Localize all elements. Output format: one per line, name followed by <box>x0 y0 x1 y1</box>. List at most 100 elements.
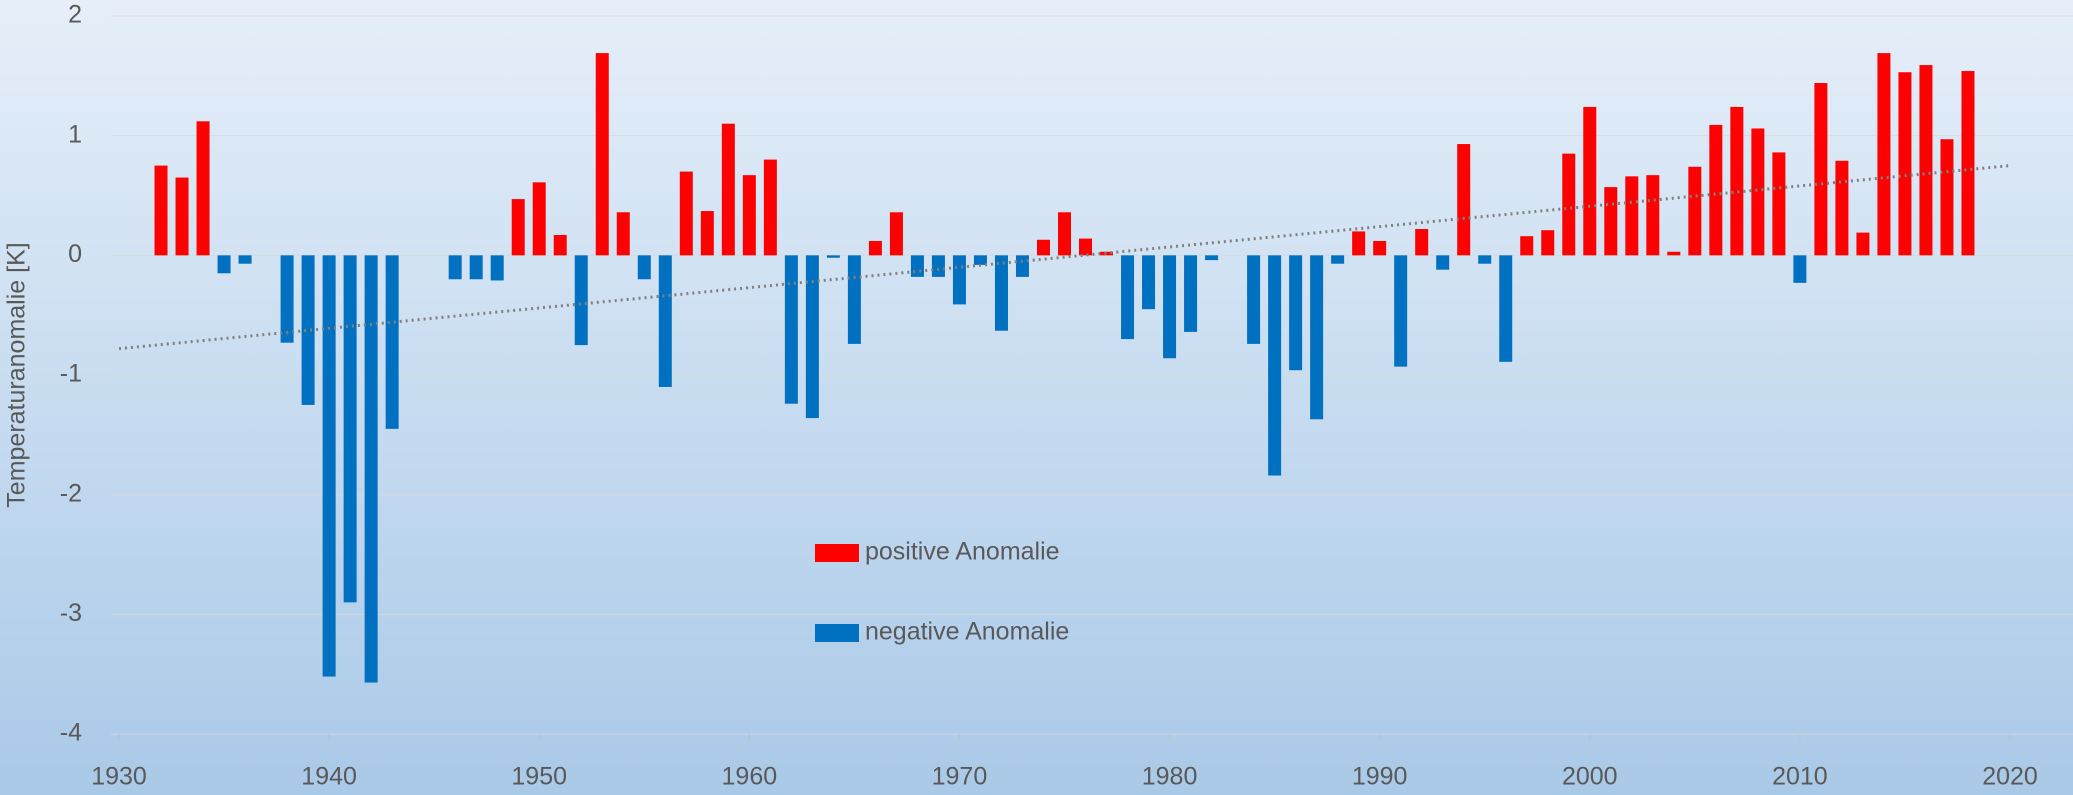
bar <box>1373 240 1387 256</box>
bar <box>1268 255 1282 476</box>
bar <box>1919 65 1933 256</box>
bar <box>1688 166 1702 256</box>
bar <box>385 255 399 429</box>
legend-label: positive Anomalie <box>865 538 1060 566</box>
x-tick-label: 1960 <box>722 763 778 791</box>
bar <box>448 255 462 280</box>
bar <box>1478 255 1492 264</box>
x-tick-label: 2010 <box>1772 763 1828 791</box>
x-tick-label: 2000 <box>1562 763 1618 791</box>
bar <box>952 255 966 305</box>
y-tick-label: 1 <box>68 120 82 148</box>
bar <box>1247 255 1261 344</box>
bar <box>721 123 735 256</box>
bar <box>1835 160 1849 256</box>
bar <box>1625 176 1639 256</box>
legend-swatch <box>815 544 859 562</box>
bar <box>679 171 693 256</box>
bar <box>973 255 987 265</box>
bar <box>1100 251 1114 256</box>
bar <box>1499 255 1513 362</box>
y-tick-label: -3 <box>60 599 82 627</box>
bar <box>1520 236 1534 256</box>
bar <box>511 199 525 256</box>
bar <box>553 234 567 256</box>
x-tick-label: 1940 <box>301 763 357 791</box>
bar <box>889 212 903 256</box>
bar <box>196 121 210 256</box>
bar <box>1730 106 1744 256</box>
bar <box>280 255 294 343</box>
bar <box>1142 255 1156 310</box>
bar <box>931 255 945 277</box>
bar <box>1310 255 1324 420</box>
bar <box>1940 139 1954 256</box>
bar <box>1793 255 1807 283</box>
bar <box>175 177 189 256</box>
bar <box>868 240 882 256</box>
bar <box>217 255 231 274</box>
bar <box>1961 71 1975 256</box>
bar <box>1646 175 1660 256</box>
bar <box>1709 124 1723 256</box>
bar <box>1856 232 1870 256</box>
bar <box>238 255 252 264</box>
bar <box>1583 106 1597 256</box>
bar <box>1079 238 1093 256</box>
bar <box>1058 212 1071 256</box>
x-tick-label: 2020 <box>1982 763 2038 791</box>
bar <box>637 255 651 280</box>
legend-swatch <box>815 624 859 642</box>
x-tick-label: 1930 <box>91 763 147 791</box>
bar <box>616 212 630 256</box>
y-tick-label: -1 <box>60 360 82 388</box>
bar <box>1541 230 1555 256</box>
y-tick-label: -2 <box>60 479 82 507</box>
bar <box>1751 128 1765 256</box>
bar <box>1184 255 1198 332</box>
bar <box>322 255 336 677</box>
bar <box>847 255 861 344</box>
bar <box>301 255 315 405</box>
bar <box>1163 255 1177 359</box>
bar <box>1898 72 1912 256</box>
bar <box>490 255 504 281</box>
bar <box>994 255 1008 331</box>
y-axis-label: Temperaturanomalie [K] <box>3 242 31 507</box>
bar <box>469 255 483 280</box>
bar <box>1604 187 1618 256</box>
bar <box>805 255 819 419</box>
bar <box>784 255 798 404</box>
bar <box>1352 231 1366 256</box>
bar <box>742 175 756 256</box>
trend-line <box>118 164 2011 351</box>
bar <box>826 255 840 258</box>
bar <box>1814 83 1828 256</box>
bar <box>1415 229 1429 256</box>
bar <box>1394 255 1408 367</box>
bar <box>1436 255 1450 270</box>
bar <box>1667 251 1681 256</box>
bar <box>910 255 924 277</box>
bar <box>1289 255 1303 371</box>
bar <box>658 255 672 387</box>
bar <box>1205 255 1219 261</box>
bar <box>574 255 588 346</box>
bar <box>532 182 546 256</box>
bar <box>1036 239 1050 256</box>
bar <box>154 165 168 256</box>
bar <box>1772 152 1786 256</box>
x-tick-label: 1980 <box>1142 763 1198 791</box>
bar <box>1015 255 1029 277</box>
x-tick-label: 1990 <box>1352 763 1408 791</box>
bar <box>763 159 777 256</box>
y-tick-label: 2 <box>68 1 82 29</box>
bar <box>343 255 357 603</box>
bar <box>1121 255 1135 340</box>
bar <box>1457 144 1471 256</box>
bar <box>364 255 378 683</box>
bar <box>1562 153 1576 256</box>
bar <box>1877 53 1891 256</box>
